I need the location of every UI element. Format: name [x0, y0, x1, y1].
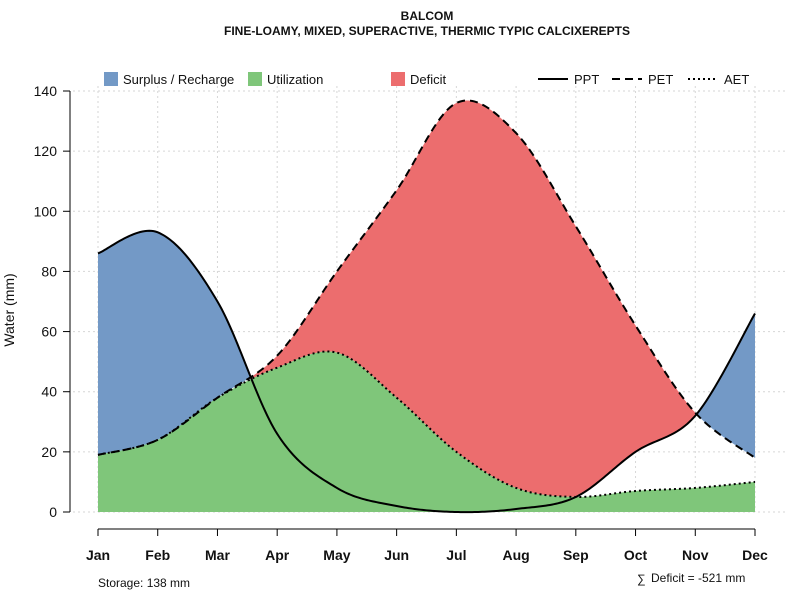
x-tick-label: Aug [502, 547, 529, 563]
line-pet [97, 99, 756, 459]
deficit-note: Deficit = -521 mm [651, 571, 745, 585]
chart-subtitle: FINE-LOAMY, MIXED, SUPERACTIVE, THERMIC … [224, 24, 630, 38]
x-axis: Jan Feb Mar Apr May Jun Jul Aug Sep Oct Nov Dec [86, 528, 768, 563]
x-tick-label: Oct [624, 547, 648, 563]
x-tick-label: Jun [384, 547, 409, 563]
y-tick-label: 100 [34, 203, 58, 219]
y-tick-label: 40 [41, 384, 57, 400]
utilization-area [98, 351, 755, 512]
y-tick-label: 120 [34, 143, 58, 159]
storage-note: Storage: 138 mm [98, 576, 190, 590]
y-tick-label: 140 [34, 83, 58, 99]
y-axis: 0 20 40 60 80 100 120 140 [34, 83, 71, 520]
legend-label-utilization: Utilization [267, 72, 323, 87]
legend-label-deficit: Deficit [410, 72, 447, 87]
x-tick-label: Sep [563, 547, 589, 563]
deficit-area [98, 100, 755, 497]
legend-swatch-deficit [391, 72, 405, 86]
x-tick-label: Feb [145, 547, 170, 563]
legend-swatch-utilization [248, 72, 262, 86]
y-tick-label: 60 [41, 324, 57, 340]
legend-label-ppt: PPT [574, 72, 599, 87]
y-tick-label: 0 [49, 504, 57, 520]
surplus-area [98, 100, 755, 458]
series-lines [97, 99, 756, 514]
y-axis-label: Water (mm) [1, 273, 17, 346]
plot-areas [98, 100, 755, 512]
x-tick-label: Apr [265, 547, 290, 563]
line-aet [97, 350, 756, 499]
x-tick-label: Jul [446, 547, 466, 563]
chart-title: BALCOM [401, 9, 454, 23]
x-tick-label: Nov [682, 547, 709, 563]
x-tick-label: Jan [86, 547, 110, 563]
legend: Surplus / Recharge Utilization Deficit P… [104, 72, 749, 87]
x-tick-label: May [323, 547, 350, 563]
y-tick-label: 20 [41, 444, 57, 460]
legend-swatch-surplus [104, 72, 118, 86]
deficit-sum-symbol: ∑ [637, 572, 646, 586]
x-tick-label: Mar [205, 547, 230, 563]
legend-label-aet: AET [724, 72, 749, 87]
y-tick-label: 80 [41, 263, 57, 279]
line-ppt [97, 229, 756, 514]
x-tick-label: Dec [742, 547, 768, 563]
legend-label-surplus: Surplus / Recharge [123, 72, 234, 87]
legend-label-pet: PET [648, 72, 673, 87]
